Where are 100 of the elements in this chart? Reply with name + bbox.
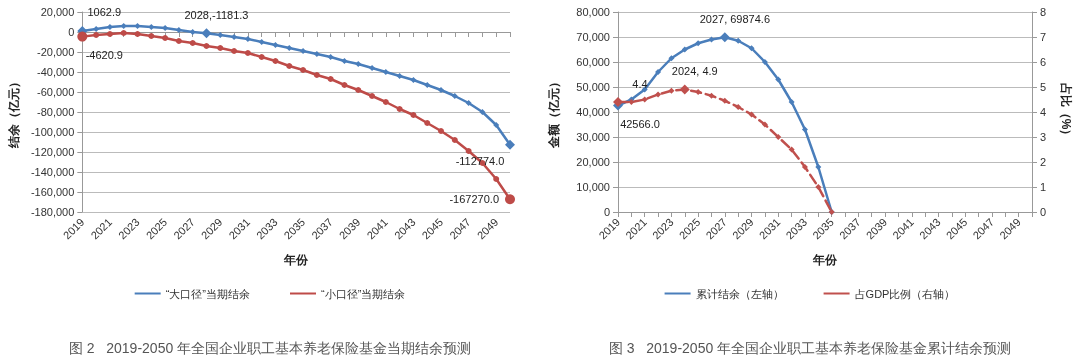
y2-tick-label: 8 <box>1040 6 1047 18</box>
point <box>801 126 808 133</box>
point <box>382 69 389 75</box>
y-tick-label: -120,000 <box>30 146 75 158</box>
x-axis-title: 年份 <box>283 253 310 267</box>
point <box>244 50 251 56</box>
point <box>369 65 376 71</box>
point <box>748 111 755 118</box>
y-tick-label: -80,000 <box>37 106 75 118</box>
point <box>815 164 822 170</box>
point <box>300 48 307 54</box>
data-label: 2027, 69874.6 <box>699 12 771 25</box>
y-tick-label: -100,000 <box>30 126 75 138</box>
point <box>341 58 348 64</box>
y2-tick-label: 4 <box>1040 106 1047 118</box>
point <box>203 43 210 49</box>
point <box>410 77 417 83</box>
y-tick-label: 80,000 <box>576 6 610 18</box>
point <box>655 69 662 75</box>
data-label: 4.4 <box>632 77 648 90</box>
point <box>721 97 728 104</box>
point <box>175 27 182 33</box>
y2-tick-label: 3 <box>1040 131 1047 143</box>
point <box>479 109 486 115</box>
y-tick-label: 50,000 <box>576 81 610 93</box>
text: 图 3 2019-2050 年全国企业职工基本养老保险基金累计结余预测 <box>608 340 1012 356</box>
point <box>106 24 113 30</box>
legend-label: 累计结余（左轴） <box>695 287 784 300</box>
data-label: 42566.0 <box>620 118 660 131</box>
data-label: 1062.9 <box>87 6 122 19</box>
point <box>93 26 100 32</box>
data-label: -4620.9 <box>85 49 123 62</box>
point <box>641 96 648 103</box>
point <box>681 46 688 53</box>
point <box>735 37 742 44</box>
point <box>708 92 715 99</box>
point <box>396 106 403 112</box>
point <box>162 25 169 31</box>
point <box>735 104 742 110</box>
y2-tick-label: 6 <box>1040 56 1047 68</box>
y2-tick-label: 7 <box>1040 31 1047 43</box>
y-tick-label: 20,000 <box>40 6 75 18</box>
y-tick-label: 20,000 <box>576 156 610 168</box>
point <box>761 121 768 128</box>
point <box>493 122 500 128</box>
point <box>438 87 445 93</box>
point <box>175 38 182 44</box>
point <box>369 93 376 99</box>
y-tick-label: 10,000 <box>576 181 610 193</box>
point <box>217 45 224 51</box>
legend-label: 占GDP比例（右轴） <box>854 287 956 300</box>
y-tick-label: 0 <box>603 206 610 218</box>
point <box>286 45 293 51</box>
point <box>451 137 458 143</box>
point <box>451 93 458 99</box>
point <box>788 146 795 153</box>
y-tick-label: 70,000 <box>576 31 610 43</box>
point <box>300 67 307 73</box>
point <box>424 120 431 126</box>
y-tick-label: -40,000 <box>37 66 75 78</box>
y-tick-label: 0 <box>68 26 75 38</box>
point <box>258 39 265 45</box>
data-label: -167270.0 <box>449 193 499 206</box>
point <box>313 72 320 78</box>
y-tick-label: -180,000 <box>30 206 75 218</box>
point <box>120 23 127 29</box>
y-tick-label: -160,000 <box>30 186 75 198</box>
point <box>788 99 795 105</box>
point <box>695 89 702 95</box>
point <box>286 63 293 69</box>
point <box>396 73 403 79</box>
point <box>189 40 196 46</box>
y2-tick-label: 5 <box>1040 81 1047 93</box>
legend-label: “小口径”当期结余 <box>321 287 406 300</box>
point <box>244 36 251 42</box>
point <box>801 164 808 170</box>
y-tick-label: 40,000 <box>576 106 610 118</box>
point <box>493 176 500 182</box>
point <box>424 82 431 88</box>
y2-tick-label: 1 <box>1040 181 1047 193</box>
point <box>272 58 279 64</box>
y-tick-label: -140,000 <box>30 166 75 178</box>
point <box>815 184 822 190</box>
data-label: 2024, 4.9 <box>671 65 718 77</box>
point <box>106 31 113 37</box>
point <box>438 128 445 134</box>
point <box>313 51 320 57</box>
point <box>162 35 169 41</box>
point <box>355 87 362 93</box>
point <box>708 36 715 43</box>
y-tick-label: 60,000 <box>576 56 610 68</box>
point <box>775 76 782 83</box>
point <box>748 45 755 52</box>
point <box>341 82 348 88</box>
point <box>272 42 279 48</box>
legend-label: “大口径”当期结余 <box>165 287 250 300</box>
data-label: 2028,-1181.3 <box>184 8 249 21</box>
point <box>327 76 334 82</box>
y-tick-label: -60,000 <box>37 86 75 98</box>
point <box>258 54 265 60</box>
